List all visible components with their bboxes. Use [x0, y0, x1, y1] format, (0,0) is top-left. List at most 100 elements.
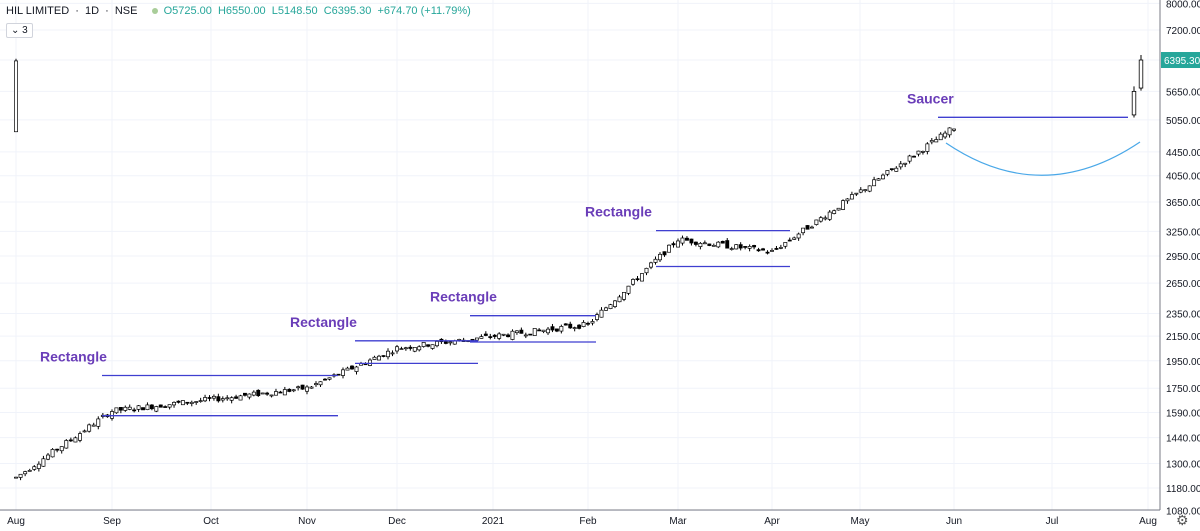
candle-body — [832, 210, 837, 214]
close-value: C6395.30 — [323, 5, 372, 17]
candle-body — [680, 237, 685, 244]
candle-body — [163, 406, 168, 408]
candle-body — [845, 198, 850, 202]
candle-body — [912, 155, 916, 158]
candle-body — [27, 469, 32, 472]
candle-body — [260, 392, 265, 395]
y-tick-label: 1080.00 — [1166, 506, 1200, 517]
candle-body — [189, 401, 194, 404]
x-tick-label: Jun — [946, 516, 962, 527]
candle-body — [952, 128, 956, 131]
candle-body — [711, 244, 716, 247]
candle-body — [91, 424, 96, 427]
y-tick-label: 7200.00 — [1166, 26, 1200, 37]
candle-body — [132, 409, 137, 412]
open-value: O5725.00 — [163, 5, 212, 17]
candle-body — [644, 267, 649, 274]
candle-body — [590, 321, 595, 324]
candle-body — [59, 446, 64, 452]
candle-body — [452, 340, 457, 345]
candle-body — [640, 273, 644, 282]
candle-body — [167, 404, 172, 408]
candle-body — [381, 355, 386, 357]
pattern-label: Rectangle — [40, 348, 107, 364]
candle-body — [229, 397, 234, 401]
candle-body — [770, 250, 774, 252]
candle-body — [435, 341, 439, 347]
candle-body — [314, 383, 318, 386]
candle-body — [854, 192, 859, 195]
x-tick-label: Oct — [203, 516, 219, 527]
candle-body — [514, 330, 519, 334]
candle-body — [635, 278, 640, 281]
candle-body — [483, 333, 488, 336]
x-tick-label: 2021 — [482, 516, 505, 527]
candle-body — [626, 285, 631, 294]
y-tick-label: 1950.00 — [1166, 357, 1200, 368]
interval-label[interactable]: 1D — [84, 5, 100, 17]
gear-icon[interactable]: ⚙ — [1176, 512, 1189, 528]
candle-body — [541, 329, 546, 332]
candle-body — [443, 341, 448, 344]
candle-body — [430, 344, 435, 349]
candle-body — [318, 381, 323, 386]
y-tick-label: 5650.00 — [1166, 87, 1200, 98]
candle-body — [470, 338, 475, 341]
y-tick-label: 2650.00 — [1166, 279, 1200, 290]
candle-body — [537, 329, 542, 332]
candle-body — [818, 217, 823, 222]
candle-body — [765, 251, 770, 254]
candle-body — [225, 397, 230, 400]
candle-body — [734, 244, 739, 250]
x-tick-label: Jul — [1046, 516, 1059, 527]
candle-body — [114, 407, 119, 414]
symbol-name[interactable]: HIL LIMITED — [6, 5, 70, 17]
candle-body — [805, 225, 810, 230]
candle-body — [118, 407, 123, 411]
candle-body — [309, 386, 314, 389]
candle-body — [247, 393, 252, 398]
candle-body — [783, 242, 788, 247]
candle-body — [519, 329, 524, 334]
candle-body — [345, 367, 350, 371]
last-price-label: 6395.30 — [1164, 56, 1200, 67]
candle-body — [554, 328, 559, 332]
candle-body — [479, 336, 484, 339]
y-tick-label: 3650.00 — [1166, 198, 1200, 209]
candle-body — [810, 226, 814, 229]
candle-body — [488, 336, 493, 338]
candle-body — [595, 314, 599, 320]
candle-body — [938, 133, 943, 141]
candle-body — [925, 143, 930, 152]
candle-body — [390, 352, 395, 355]
candle-body — [752, 245, 757, 248]
candle-body — [653, 258, 658, 263]
candle-body — [792, 237, 797, 240]
candle-body — [671, 243, 676, 246]
candle-body — [523, 334, 528, 337]
y-tick-label: 4450.00 — [1166, 148, 1200, 159]
x-tick-label: Aug — [1139, 516, 1157, 527]
candle-body — [145, 404, 150, 411]
candle-body — [386, 350, 390, 358]
candle-body — [172, 401, 176, 406]
candle-body — [211, 395, 216, 399]
candle-body — [823, 217, 828, 220]
candle-body — [920, 151, 925, 153]
candle-body — [64, 440, 69, 449]
candle-body — [947, 127, 952, 136]
candle-body — [448, 341, 453, 344]
candle-body — [563, 323, 568, 326]
candle-body — [572, 327, 577, 329]
market-status-icon — [151, 7, 158, 14]
y-tick-label: 1180.00 — [1166, 484, 1200, 495]
candle-body — [327, 377, 332, 380]
candle-body — [827, 211, 832, 220]
pattern-label: Rectangle — [290, 314, 357, 330]
x-tick-label: Apr — [764, 516, 780, 527]
candle-body — [300, 384, 305, 390]
indicator-toggle-button[interactable]: ⌄ 3 — [6, 23, 33, 38]
candle-body — [743, 246, 748, 248]
candle-body — [943, 132, 948, 138]
